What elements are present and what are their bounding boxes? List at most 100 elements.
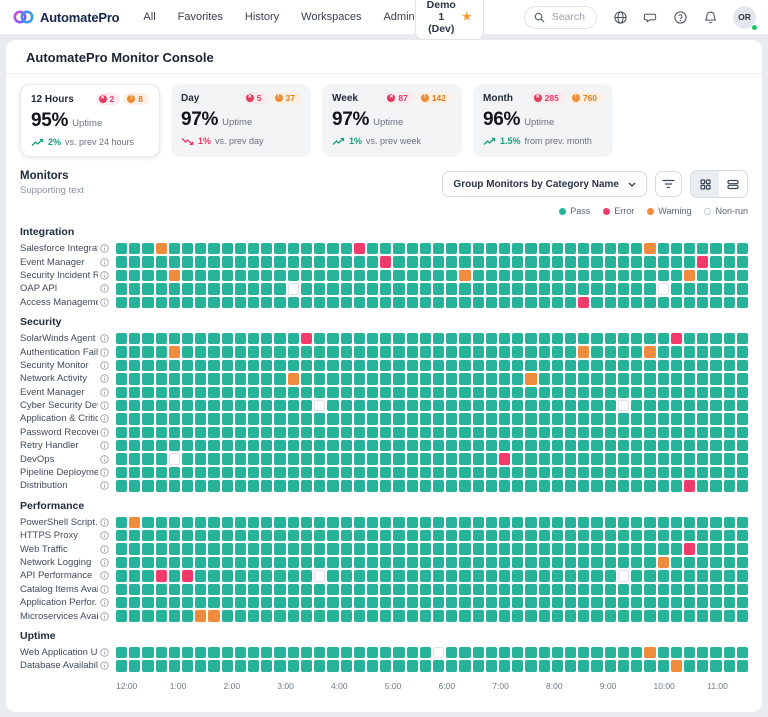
heatmap-cell[interactable]: [591, 480, 602, 491]
heatmap-cell[interactable]: [539, 387, 550, 398]
heatmap-cell[interactable]: [724, 660, 735, 671]
heatmap-cell[interactable]: [182, 427, 193, 438]
heatmap-cell[interactable]: [182, 283, 193, 294]
heatmap-cell[interactable]: [618, 660, 629, 671]
heatmap-cell[interactable]: [446, 400, 457, 411]
heatmap-cell[interactable]: [710, 283, 721, 294]
search-box[interactable]: [524, 6, 597, 29]
heatmap-cell[interactable]: [446, 297, 457, 308]
heatmap-cell[interactable]: [380, 283, 391, 294]
heatmap-cell[interactable]: [354, 517, 365, 528]
group-by-dropdown[interactable]: Group Monitors by Category Name: [442, 171, 647, 197]
heatmap-cell[interactable]: [473, 610, 484, 621]
heatmap-cell[interactable]: [222, 360, 233, 371]
heatmap-cell[interactable]: [737, 543, 748, 554]
heatmap-cell[interactable]: [433, 480, 444, 491]
heatmap-cell[interactable]: [591, 530, 602, 541]
heatmap-cell[interactable]: [235, 333, 246, 344]
heatmap-cell[interactable]: [116, 543, 127, 554]
heatmap-cell[interactable]: [354, 413, 365, 424]
heatmap-cell[interactable]: [737, 610, 748, 621]
heatmap-cell[interactable]: [354, 333, 365, 344]
heatmap-cell[interactable]: [658, 373, 669, 384]
heatmap-cell[interactable]: [605, 283, 616, 294]
heatmap-cell[interactable]: [658, 597, 669, 608]
heatmap-cell[interactable]: [222, 570, 233, 581]
heatmap-cell[interactable]: [605, 530, 616, 541]
heatmap-cell[interactable]: [169, 427, 180, 438]
heatmap-cell[interactable]: [142, 597, 153, 608]
heatmap-cell[interactable]: [737, 373, 748, 384]
heatmap-cell[interactable]: [578, 297, 589, 308]
heatmap-cell[interactable]: [116, 584, 127, 595]
heatmap-cell[interactable]: [578, 243, 589, 254]
heatmap-cell[interactable]: [539, 557, 550, 568]
heatmap-cell[interactable]: [684, 360, 695, 371]
heatmap-cell[interactable]: [274, 360, 285, 371]
heatmap-cell[interactable]: [156, 373, 167, 384]
heatmap-cell[interactable]: [565, 610, 576, 621]
heatmap-cell[interactable]: [512, 584, 523, 595]
heatmap-cell[interactable]: [710, 660, 721, 671]
heatmap-cell[interactable]: [341, 373, 352, 384]
heatmap-cell[interactable]: [684, 597, 695, 608]
heatmap-cell[interactable]: [407, 647, 418, 658]
info-icon[interactable]: [100, 598, 109, 607]
heatmap-cell[interactable]: [380, 400, 391, 411]
heatmap-cell[interactable]: [261, 283, 272, 294]
heatmap-cell[interactable]: [301, 373, 312, 384]
heatmap-cell[interactable]: [486, 270, 497, 281]
heatmap-cell[interactable]: [525, 373, 536, 384]
heatmap-cell[interactable]: [248, 360, 259, 371]
heatmap-cell[interactable]: [367, 517, 378, 528]
heatmap-cell[interactable]: [697, 413, 708, 424]
heatmap-cell[interactable]: [446, 517, 457, 528]
heatmap-cell[interactable]: [710, 453, 721, 464]
heatmap-cell[interactable]: [129, 453, 140, 464]
heatmap-cell[interactable]: [129, 413, 140, 424]
heatmap-cell[interactable]: [407, 584, 418, 595]
heatmap-cell[interactable]: [552, 427, 563, 438]
heatmap-cell[interactable]: [208, 333, 219, 344]
heatmap-cell[interactable]: [420, 570, 431, 581]
heatmap-cell[interactable]: [301, 413, 312, 424]
heatmap-cell[interactable]: [433, 270, 444, 281]
heatmap-cell[interactable]: [116, 570, 127, 581]
heatmap-cell[interactable]: [710, 647, 721, 658]
heatmap-cell[interactable]: [142, 570, 153, 581]
heatmap-cell[interactable]: [182, 647, 193, 658]
heatmap-cell[interactable]: [724, 346, 735, 357]
heatmap-cell[interactable]: [724, 427, 735, 438]
heatmap-cell[interactable]: [525, 453, 536, 464]
heatmap-cell[interactable]: [182, 517, 193, 528]
heatmap-cell[interactable]: [393, 360, 404, 371]
heatmap-cell[interactable]: [552, 297, 563, 308]
heatmap-cell[interactable]: [182, 480, 193, 491]
heatmap-cell[interactable]: [169, 557, 180, 568]
heatmap-cell[interactable]: [433, 413, 444, 424]
heatmap-cell[interactable]: [499, 453, 510, 464]
heatmap-cell[interactable]: [420, 543, 431, 554]
heatmap-cell[interactable]: [552, 597, 563, 608]
heatmap-cell[interactable]: [420, 517, 431, 528]
heatmap-cell[interactable]: [129, 440, 140, 451]
heatmap-cell[interactable]: [301, 543, 312, 554]
heatmap-cell[interactable]: [565, 346, 576, 357]
heatmap-cell[interactable]: [486, 530, 497, 541]
heatmap-cell[interactable]: [433, 597, 444, 608]
heatmap-cell[interactable]: [525, 360, 536, 371]
heatmap-cell[interactable]: [367, 373, 378, 384]
heatmap-cell[interactable]: [116, 517, 127, 528]
heatmap-cell[interactable]: [737, 530, 748, 541]
heatmap-cell[interactable]: [512, 440, 523, 451]
heatmap-cell[interactable]: [116, 270, 127, 281]
heatmap-cell[interactable]: [684, 270, 695, 281]
heatmap-cell[interactable]: [380, 660, 391, 671]
nav-item-favorites[interactable]: Favorites: [178, 11, 223, 23]
heatmap-cell[interactable]: [314, 440, 325, 451]
heatmap-cell[interactable]: [235, 360, 246, 371]
heatmap-cell[interactable]: [671, 283, 682, 294]
heatmap-cell[interactable]: [605, 480, 616, 491]
heatmap-cell[interactable]: [208, 597, 219, 608]
heatmap-cell[interactable]: [235, 400, 246, 411]
